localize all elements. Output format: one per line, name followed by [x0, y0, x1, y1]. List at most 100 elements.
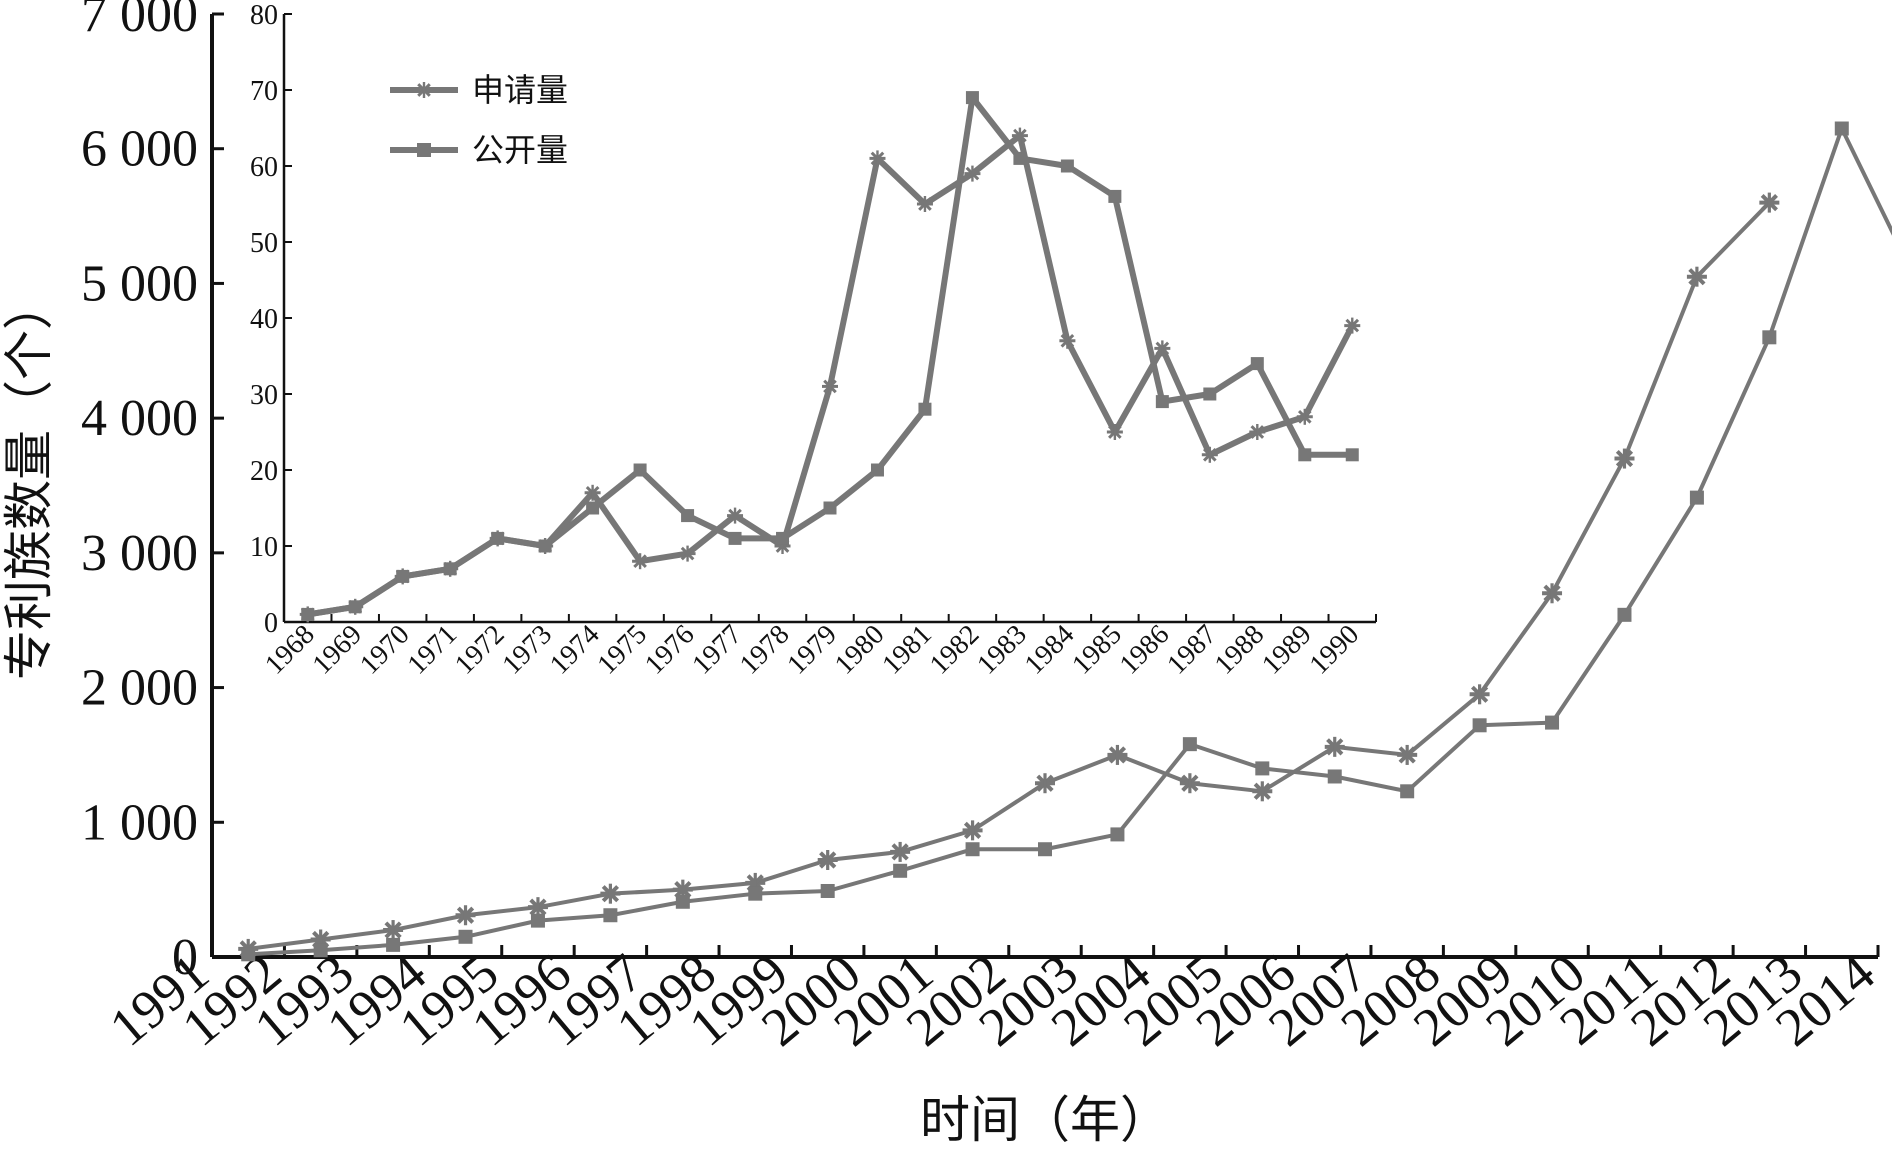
main-point-publications [1038, 842, 1052, 857]
inset-point-publications [870, 463, 884, 477]
inset-point-applications [679, 545, 696, 562]
main-point-applications [1614, 448, 1635, 469]
inset-y-tick-label: 20 [250, 456, 278, 487]
legend-label: 公开量 [472, 131, 568, 169]
main-point-publications [1472, 718, 1487, 733]
main-series-line-0 [247, 201, 1771, 951]
inset-point-publications [776, 531, 790, 545]
main-point-publications [603, 908, 618, 923]
main-point-applications [1397, 744, 1418, 765]
inset-point-publications [1250, 357, 1264, 371]
inset-point-applications [916, 196, 933, 212]
main-point-publications [1617, 607, 1632, 622]
inset-x-tick-label: 1980 [829, 619, 891, 681]
main-point-applications [817, 850, 838, 871]
inset-point-applications [1059, 332, 1076, 349]
inset-x-tick-label: 1971 [402, 619, 464, 681]
main-y-tick-label: 4 000 [81, 390, 198, 447]
main-point-publications [1762, 330, 1777, 345]
inset-point-publications [1203, 387, 1217, 401]
inset-x-tick-label: 1977 [686, 619, 748, 681]
main-point-publications [675, 894, 690, 909]
main-point-applications [890, 841, 911, 862]
inset-point-applications [1296, 408, 1313, 425]
main-point-applications [1252, 781, 1273, 802]
main-point-applications [1469, 684, 1490, 705]
inset-point-publications [1155, 395, 1169, 409]
legend-label: 申请量 [472, 71, 568, 109]
inset-y-tick-label: 50 [250, 228, 278, 259]
main-y-tick-label: 0 [172, 929, 198, 986]
inset-point-applications [1154, 340, 1171, 357]
inset-point-applications [727, 507, 744, 524]
main-point-applications [1179, 773, 1200, 794]
main-point-publications [748, 886, 763, 901]
inset-point-publications [728, 531, 742, 545]
inset-point-publications [491, 531, 505, 545]
inset-point-publications [396, 569, 410, 583]
main-point-publications [1834, 121, 1849, 136]
inset-x-tick-label: 1984 [1019, 619, 1081, 681]
inset-x-tick-label: 1989 [1256, 619, 1318, 681]
inset-point-publications [1013, 151, 1027, 165]
inset-point-applications [964, 165, 981, 182]
inset-x-tick-label: 1981 [876, 619, 938, 681]
main-point-applications [1686, 266, 1707, 287]
main-y-tick-label: 1 000 [81, 794, 198, 851]
main-point-publications [458, 929, 473, 944]
inset-x-tick-label: 1974 [544, 619, 606, 681]
main-point-applications [383, 920, 404, 941]
inset-point-applications [822, 378, 838, 395]
inset-y-tick-label: 30 [250, 380, 278, 411]
inset-point-publications [1108, 189, 1122, 203]
inset-point-applications [584, 484, 601, 501]
inset-point-publications [1345, 448, 1359, 462]
main-point-publications [1110, 827, 1125, 842]
inset-point-applications [632, 553, 649, 570]
main-point-applications [1324, 736, 1345, 757]
main-point-publications [1689, 490, 1704, 505]
legend-marker-square [417, 143, 431, 157]
main-point-applications [1542, 583, 1563, 604]
inset-x-tick-label: 1975 [592, 619, 654, 681]
inset-point-publications [633, 463, 647, 477]
main-point-publications [1545, 715, 1560, 730]
main-point-applications [962, 820, 983, 841]
inset-x-tick-label: 1979 [781, 619, 843, 681]
main-y-tick-label: 3 000 [81, 525, 198, 582]
inset-axes: 0102030405060708019681969197019711972197… [250, 0, 1377, 681]
inset-point-applications [1106, 424, 1123, 440]
main-x-axis-title: 时间（年） [920, 1091, 1170, 1147]
main-y-tick-label: 6 000 [81, 121, 198, 178]
main-y-axis-title: 专利族数量（个） [0, 280, 58, 680]
main-point-publications [386, 937, 401, 952]
inset-y-tick-label: 10 [250, 532, 278, 563]
inset-x-tick-label: 1987 [1161, 619, 1223, 681]
inset-y-tick-label: 80 [250, 0, 278, 31]
main-point-applications [600, 883, 621, 904]
inset-y-tick-label: 70 [250, 76, 278, 107]
inset-point-publications [586, 501, 600, 515]
inset-point-applications [1011, 127, 1028, 144]
inset-point-applications [1344, 317, 1361, 334]
main-point-applications [1035, 773, 1055, 794]
inset-series-line-0 [307, 132, 1355, 618]
inset-point-publications [348, 600, 362, 614]
inset-point-publications [681, 509, 695, 523]
main-point-applications [1107, 744, 1128, 765]
inset-point-publications [1060, 159, 1074, 173]
inset-x-tick-label: 1976 [639, 619, 701, 681]
main-point-applications [455, 905, 476, 926]
inset-point-applications [1249, 424, 1266, 440]
inset-y-tick-label: 40 [250, 304, 278, 335]
inset-x-tick-label: 1982 [924, 619, 986, 681]
inset-x-tick-label: 1970 [354, 619, 416, 681]
main-series-line-1 [248, 126, 1892, 957]
inset-point-publications [965, 91, 979, 105]
inset-point-publications [918, 402, 932, 416]
inset-y-tick-label: 0 [264, 608, 278, 639]
inset-point-publications [1298, 448, 1312, 462]
main-series-layer [238, 121, 1892, 962]
